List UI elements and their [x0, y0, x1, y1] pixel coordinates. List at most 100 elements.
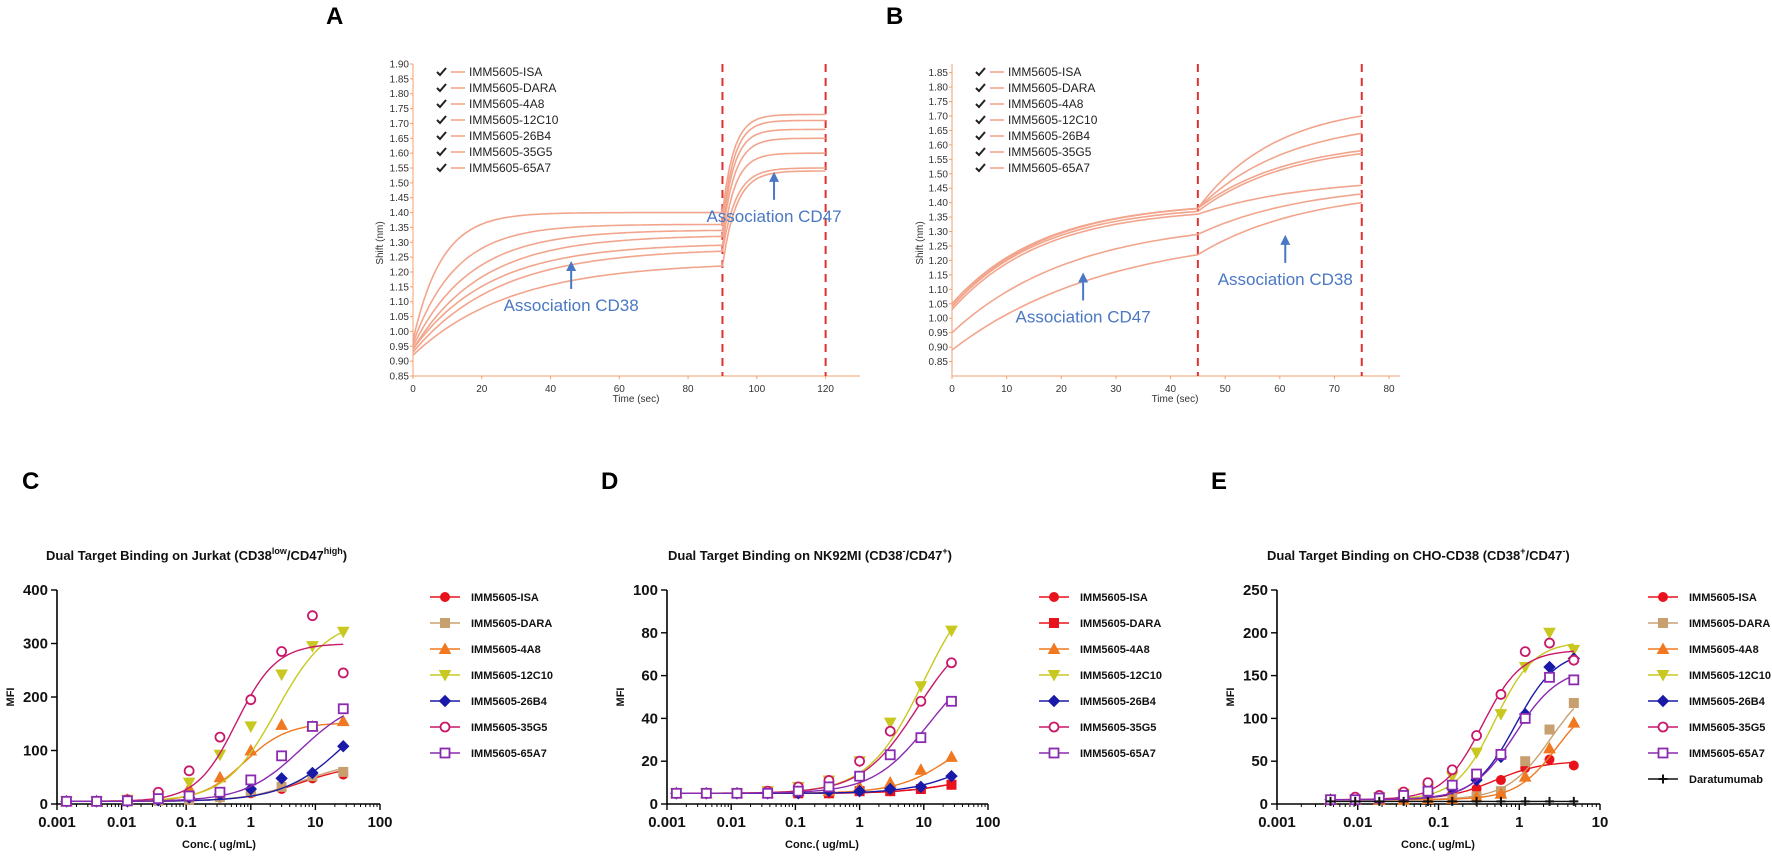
check-icon	[436, 83, 447, 93]
binding-e-point	[1568, 697, 1579, 708]
sensorgram-b-y-tick-label: 1.10	[929, 285, 949, 296]
binding-d-y-tick-label: 40	[641, 710, 658, 727]
binding-c-point	[244, 782, 258, 796]
binding-d-x-label: Conc.( ug/mL)	[785, 839, 859, 851]
binding-c-point	[214, 786, 226, 798]
binding-c-x-tick-label: 10	[307, 814, 324, 831]
sensorgram-b-legend-label: IMM5605-ISA	[1008, 65, 1081, 79]
binding-c-legend-label: IMM5605-4A8	[471, 644, 541, 656]
binding-d-x-tick-label: 100	[975, 814, 1000, 831]
binding-d-legend-label: IMM5605-35G5	[1080, 722, 1156, 734]
sensorgram-b-y-tick-label: 1.20	[929, 256, 949, 267]
binding-c-point	[244, 743, 258, 756]
binding-c-fit-3	[66, 722, 344, 802]
sensorgram-a-curve-2	[412, 119, 826, 344]
sensorgram-a-y-tick-label: 0.90	[390, 357, 410, 368]
binding-e-point	[1518, 770, 1532, 782]
sensorgram-b-curve-5	[951, 184, 1362, 311]
binding-e-legend-marker	[1657, 721, 1669, 733]
binding-c-point	[306, 766, 319, 780]
binding-e-point	[1519, 646, 1531, 658]
binding-c-x-tick-label: 0.01	[107, 814, 136, 831]
sensorgram-a-y-tick-label: 1.35	[390, 223, 410, 234]
sensorgram-a-legend-label: IMM5605-12C10	[469, 113, 559, 127]
binding-c-x-tick-label: 0.1	[176, 814, 197, 831]
binding-e-point	[1422, 785, 1434, 797]
binding-e-point	[1568, 654, 1580, 666]
sensorgram-a-y-tick-label: 1.00	[390, 327, 410, 338]
sensorgram-a-legend-label: IMM5605-35G5	[469, 145, 553, 159]
sensorgram-b-legend-label: IMM5605-26B4	[1008, 129, 1090, 143]
sensorgram-a-curve-7	[412, 170, 826, 356]
binding-e-point	[1544, 754, 1555, 765]
chart-panel-b: 0.85 0.90 0.95 1.00 1.05 1.10 1.15 1.20 1.25 1.30…	[915, 64, 1400, 405]
sensorgram-b-legend-label: IMM5605-DARA	[1008, 81, 1095, 95]
binding-e-legend-label: IMM5605-12C10	[1689, 670, 1771, 682]
binding-d-point	[853, 784, 866, 798]
binding-e-point	[1569, 796, 1579, 806]
binding-c-point	[61, 795, 72, 807]
binding-d-x-tick-label: 10	[915, 814, 932, 831]
binding-c-point	[276, 646, 288, 657]
binding-d-legend-marker	[1048, 747, 1060, 759]
sensorgram-b-y-tick-label: 1.30	[929, 227, 949, 238]
binding-e-legend-marker	[1656, 642, 1670, 654]
binding-e-point	[1495, 689, 1507, 700]
panel-letter-d: D	[601, 468, 618, 495]
check-icon	[975, 99, 986, 109]
binding-e-y-tick-label: 150	[1243, 668, 1268, 685]
sensorgram-a-y-tick-label: 1.15	[390, 282, 410, 293]
sensorgram-b-y-tick-label: 1.35	[929, 213, 949, 224]
binding-c-legend-marker	[439, 721, 451, 733]
binding-d-legend-marker	[1049, 592, 1059, 602]
chart-panel-c: Dual Target Binding on Jurkat (CD38low/C…	[5, 546, 553, 851]
binding-e-point	[1567, 716, 1581, 728]
binding-c-point	[337, 667, 349, 679]
binding-e-x-tick-label: 0.01	[1343, 814, 1372, 831]
sensorgram-a-x-tick-label: 20	[476, 384, 488, 395]
binding-c-legend-marker	[438, 694, 452, 708]
binding-e-point	[1495, 775, 1506, 786]
check-icon	[436, 99, 447, 109]
binding-c-legend-marker	[438, 642, 452, 654]
binding-e-x-tick-label: 10	[1592, 814, 1609, 831]
check-icon	[436, 147, 447, 157]
binding-e-point	[1543, 741, 1556, 754]
binding-e-point	[1568, 674, 1580, 686]
binding-e-legend-label: Daratumumab	[1689, 774, 1763, 786]
binding-c-legend-label: IMM5605-65A7	[471, 748, 547, 760]
sensorgram-b-y-tick-label: 1.70	[929, 112, 949, 123]
binding-c-point	[122, 795, 133, 807]
binding-d-legend-label: IMM5605-65A7	[1080, 748, 1156, 760]
chart-panel-a: 0.85 0.90 0.95 1.00 1.05 1.10 1.15 1.20 1.25 1.30…	[375, 60, 860, 405]
binding-c-x-tick-label: 1	[247, 814, 255, 831]
sensorgram-a-plot-area: 0.85 0.90 0.95 1.00 1.05 1.10 1.15 1.20 1.25 1.30…	[390, 60, 860, 395]
binding-d-fit-7	[676, 696, 953, 794]
binding-e-point	[1494, 709, 1508, 721]
binding-c-x-label: Conc.( ug/mL)	[182, 839, 256, 851]
sensorgram-b-curve-6	[951, 193, 1362, 334]
binding-e-point	[1567, 644, 1581, 657]
binding-d-legend-marker	[1049, 618, 1059, 628]
binding-c-point	[152, 793, 164, 805]
binding-d-y-tick-label: 100	[633, 582, 658, 599]
binding-d-fit-4	[676, 628, 953, 794]
sensorgram-a-curve-1	[412, 113, 826, 341]
binding-e-point	[1399, 796, 1409, 806]
binding-c-point	[337, 703, 349, 715]
binding-e-legend-marker	[1656, 670, 1670, 682]
binding-e-y-label: MFI	[1225, 688, 1237, 707]
binding-c-point	[307, 610, 318, 622]
binding-d-point	[945, 625, 958, 638]
binding-d-point	[946, 695, 957, 707]
binding-c-fit-4	[66, 631, 344, 802]
panel-letter-b: B	[886, 3, 903, 30]
sensorgram-a-y-label: Shift (nm)	[375, 221, 386, 264]
binding-d-legend-marker	[1047, 694, 1061, 708]
binding-e-point	[1446, 764, 1458, 776]
binding-d-point	[945, 769, 958, 783]
sensorgram-a-curve-4	[412, 137, 826, 350]
binding-c-y-tick-label: 100	[23, 743, 48, 760]
binding-d-point	[854, 755, 865, 767]
sensorgram-b-y-tick-label: 1.50	[929, 169, 949, 180]
